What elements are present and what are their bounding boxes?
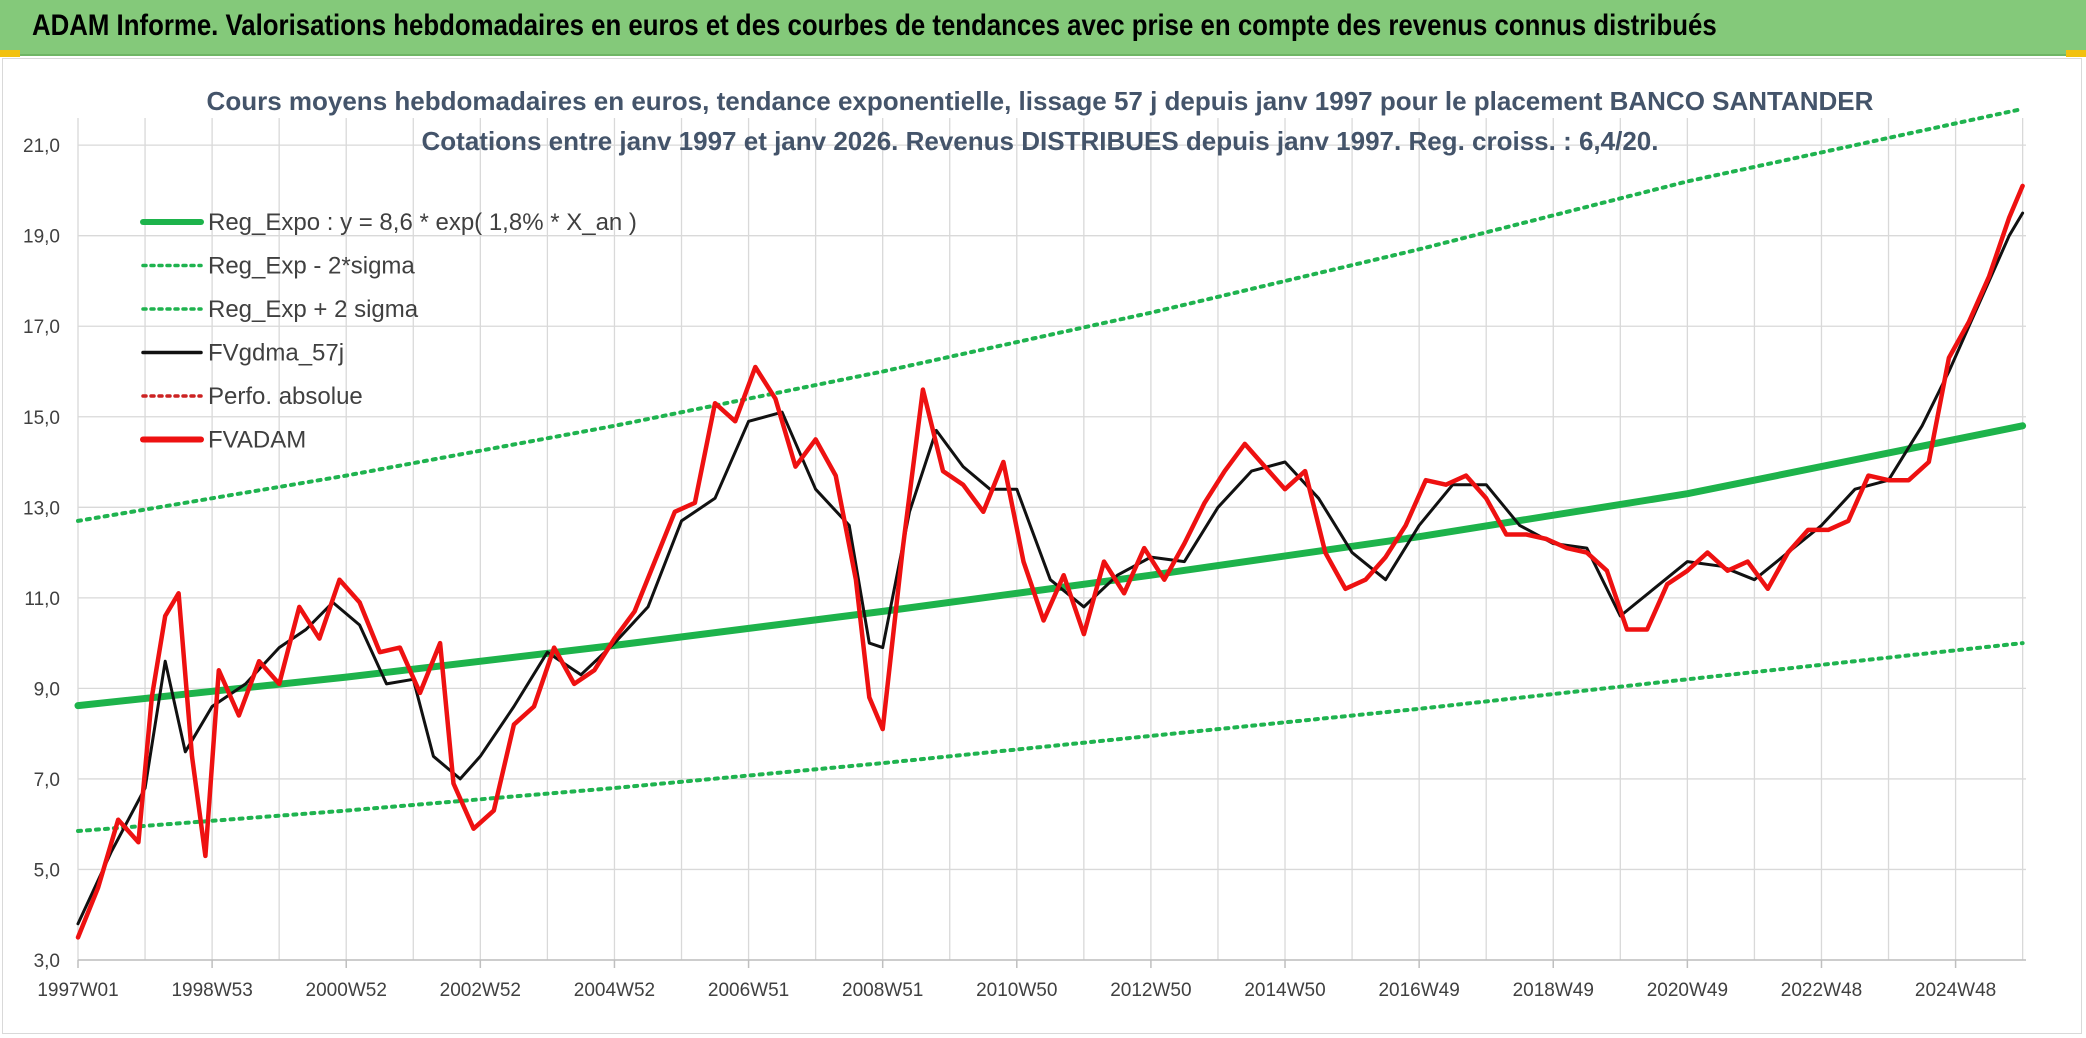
x-tick-label: 2010W50 [976, 980, 1057, 1001]
legend-label: Perfo. absolue [208, 383, 363, 410]
y-tick-label: 15,0 [23, 408, 60, 429]
x-tick-label: 2006W51 [708, 980, 789, 1001]
series-line-reg-expo [74, 422, 2027, 710]
x-tick-label: 2024W48 [1915, 980, 1996, 1001]
x-tick-label: 2000W52 [306, 980, 387, 1001]
chart-series [74, 106, 2027, 940]
x-tick-label: 1997W01 [37, 980, 118, 1001]
y-tick-label: 9,0 [34, 679, 60, 700]
x-tick-label: 2016W49 [1378, 980, 1459, 1001]
x-tick-label: 2004W52 [574, 980, 655, 1001]
y-axis: 3,0 5,0 7,0 9,0 11,0 13,0 15,0 17,0 19,0 21,0 [23, 136, 60, 972]
chart-legend: Reg_Expo : y = 8,6 * exp( 1,8% * X_an ) R… [140, 209, 637, 454]
corner-marker-right [2066, 50, 2086, 57]
legend-label: Reg_Expo : y = 8,6 * exp( 1,8% * X_an ) [208, 209, 637, 236]
y-tick-label: 3,0 [34, 951, 60, 972]
chart-grid [77, 118, 2026, 961]
legend-label: Reg_Exp - 2*sigma [208, 253, 415, 280]
y-tick-label: 21,0 [23, 136, 60, 157]
x-tick-label: 2014W50 [1244, 980, 1325, 1001]
x-tick-label: 2012W50 [1110, 980, 1191, 1001]
y-tick-label: 7,0 [34, 770, 60, 791]
x-tick-label: 2008W51 [842, 980, 923, 1001]
legend-label: FVADAM [208, 427, 306, 454]
legend-label: Reg_Exp + 2 sigma [208, 296, 419, 323]
chart-frame [2, 58, 2082, 1034]
y-tick-label: 19,0 [23, 227, 60, 248]
report-banner: ADAM Informe. Valorisations hebdomadaire… [0, 0, 2086, 56]
corner-marker-left [0, 50, 20, 57]
chart-title-line1: Cours moyens hebdomadaires en euros, ten… [207, 86, 1874, 116]
x-tick-label: 2020W49 [1647, 980, 1728, 1001]
x-tick-label: 2022W48 [1781, 980, 1862, 1001]
x-tick-label: 1998W53 [171, 980, 252, 1001]
legend-label: FVgdma_57j [208, 340, 344, 367]
x-axis: 1997W01 1998W53 2000W52 2002W52 2004W52 2006W… [37, 959, 2026, 1001]
y-tick-label: 17,0 [23, 317, 60, 338]
y-tick-label: 11,0 [24, 589, 60, 610]
series-line-fvadam [75, 183, 2025, 940]
chart-title-line2: Cotations entre janv 1997 et janv 2026. … [422, 126, 1659, 156]
x-tick-label: 2002W52 [440, 980, 521, 1001]
series-line-reg-exp-2-sigma [76, 641, 2025, 833]
x-tick-label: 2018W49 [1513, 980, 1594, 1001]
y-tick-label: 13,0 [23, 498, 60, 519]
report-title: ADAM Informe. Valorisations hebdomadaire… [32, 9, 1717, 42]
y-tick-label: 5,0 [34, 860, 60, 881]
series-line-reg-exp-2-sigma [76, 106, 2025, 523]
